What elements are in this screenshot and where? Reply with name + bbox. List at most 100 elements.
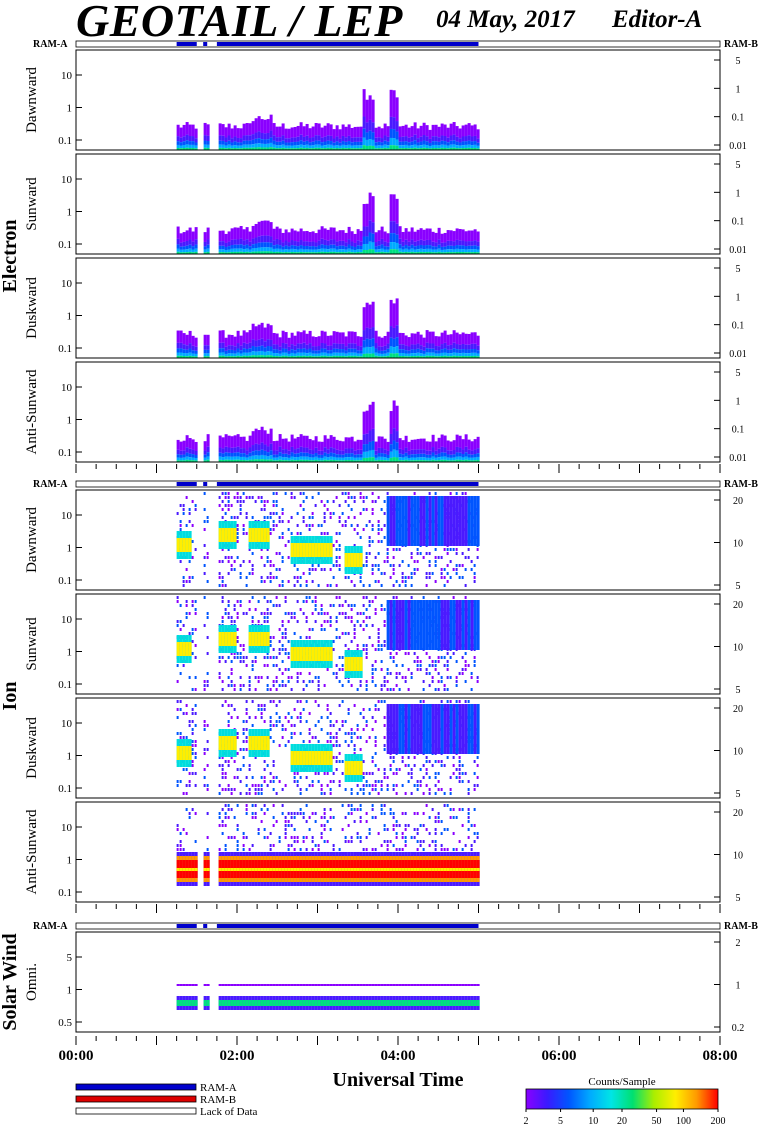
cell [371,572,374,575]
cell [326,784,329,787]
cell [386,457,390,461]
cell [290,492,293,495]
cell [371,512,374,515]
cell [440,459,444,462]
cell [224,788,227,791]
cell [455,568,458,571]
cell [317,147,321,150]
cell [419,141,423,146]
cell [284,460,288,462]
cell [458,496,462,546]
cell [353,584,356,587]
cell [362,760,365,763]
cell [272,248,276,252]
cell [290,352,294,356]
cell [416,548,419,551]
cell [338,142,342,146]
cell [206,724,209,727]
cell [398,244,402,249]
cell [266,119,270,133]
cell [332,756,335,759]
cell [251,776,254,779]
cell [362,776,365,779]
cell [302,348,306,353]
cell [191,241,195,247]
cell [281,249,285,253]
cell [185,868,189,871]
cell [272,528,275,531]
cell [272,457,276,461]
cell [236,343,240,349]
cell [323,532,326,535]
cell [257,236,261,243]
cell [176,238,180,245]
cell [422,240,426,246]
cell [293,732,296,735]
cell [386,355,390,358]
cell [395,652,398,655]
cell [428,572,431,575]
cell [311,126,315,138]
cell [299,446,303,453]
cell [191,752,194,755]
cell [305,720,308,723]
cell [293,543,297,557]
cell [437,660,440,663]
cell [299,868,303,871]
cell [260,345,264,351]
cell [353,141,357,146]
cell [305,496,308,499]
cell [185,241,189,246]
cell [194,608,197,611]
cell [329,456,333,460]
cell [266,632,270,646]
cell [350,352,354,356]
cell [185,134,189,141]
cell [326,584,329,587]
cell [314,700,317,703]
cell [188,508,191,511]
cell [335,560,338,563]
cell [341,604,344,607]
cell [326,508,329,511]
cell [458,334,462,345]
cell [176,352,180,356]
cell [344,500,347,503]
cell [332,672,335,675]
cell [371,338,375,347]
cell [302,492,305,495]
cell [317,612,320,615]
cell [188,512,191,515]
cell [182,124,186,137]
cell [230,672,233,675]
cell [401,848,404,851]
cell [356,688,359,691]
cell [263,347,267,352]
page-title: GEOTAIL / LEP [76,0,403,46]
cell [218,660,221,663]
cell [299,456,303,460]
cell [350,496,353,499]
cell [221,245,225,250]
cell [254,868,258,871]
cell [230,808,233,811]
cell [176,620,179,623]
cell [362,444,366,452]
cell [224,844,227,847]
cell [218,249,222,253]
cell [260,143,264,148]
cell [464,456,468,460]
cell [359,439,363,450]
cell [455,248,459,252]
cell [335,348,339,353]
cell [290,446,294,453]
cell [392,656,395,659]
cell [329,435,333,448]
cell [185,349,189,354]
cell [335,564,338,567]
cell [230,516,233,519]
cell [242,764,245,767]
cell [176,251,180,254]
cell [260,139,264,144]
cell [227,144,231,148]
